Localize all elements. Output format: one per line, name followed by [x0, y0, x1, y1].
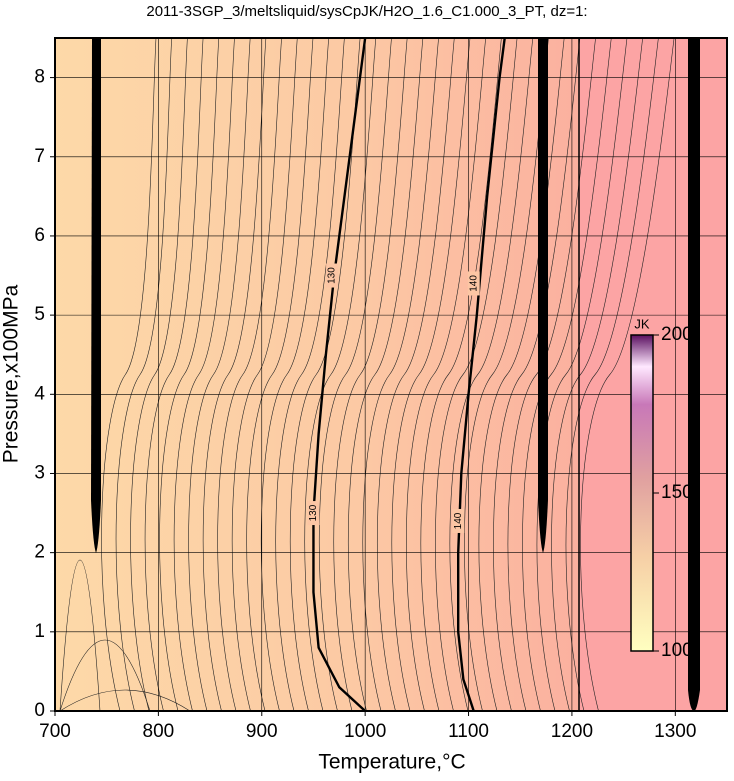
thin-contour: [115, 37, 172, 712]
x-tick-label: 700: [39, 721, 71, 742]
thin-contour: [565, 37, 659, 712]
thin-contour: [231, 37, 298, 712]
thin-contour: [59, 689, 191, 712]
contour-label: 140: [468, 275, 479, 292]
thin-contour: [376, 37, 455, 712]
spike: [688, 38, 700, 711]
colorbar-tick-label: 200: [661, 324, 693, 345]
contour-line: [312, 37, 367, 712]
thin-contour: [275, 37, 345, 712]
thin-contour: [333, 37, 408, 712]
y-tick-label: 5: [34, 304, 45, 325]
y-tick-label: 1: [34, 621, 45, 642]
y-tick-label: 6: [34, 225, 45, 246]
x-tick-label: 1000: [344, 721, 386, 742]
thin-contours: [59, 37, 675, 712]
thin-contour: [551, 37, 643, 712]
colorbar-tick-label: 100: [661, 640, 693, 661]
plot-frame: [54, 37, 728, 712]
chart-title: 2011-3SGP_3/meltsliquid/sysCpJK/H2O_1.6_…: [146, 3, 587, 20]
contour-label-bg: [326, 263, 339, 288]
thin-contour: [435, 37, 518, 712]
contour-line: [457, 37, 506, 712]
thin-contour: [188, 37, 251, 712]
thin-contour: [304, 37, 377, 712]
y-tick-label: 2: [34, 542, 45, 563]
contour-label-bg: [307, 501, 320, 526]
thin-contour: [217, 37, 282, 712]
y-tick-label: 4: [34, 383, 45, 404]
colorbar: [630, 334, 654, 652]
spike: [538, 38, 548, 553]
spike: [91, 38, 101, 553]
contour-label: 130: [327, 267, 338, 284]
contour-label-bg: [452, 508, 465, 533]
thin-contour: [144, 37, 204, 712]
x-tick-label: 800: [143, 721, 175, 742]
thin-contour: [478, 37, 565, 712]
thin-contour: [59, 639, 151, 712]
thin-contour: [580, 37, 675, 712]
x-tick-label: 900: [246, 721, 278, 742]
y-tick-label: 3: [34, 462, 45, 483]
thin-contour: [420, 37, 502, 712]
thin-contour: [493, 37, 581, 712]
thin-contour: [246, 37, 314, 712]
x-tick-label: 1100: [448, 721, 489, 742]
thin-contour: [130, 37, 188, 712]
x-tick-label: 1200: [551, 721, 593, 742]
thin-contour: [202, 37, 267, 712]
thin-contour: [362, 37, 439, 712]
y-axis-label: Pressure,x100MPa: [0, 284, 23, 463]
x-axis-label: Temperature,°C: [318, 751, 465, 774]
thin-contour: [536, 37, 628, 712]
contour-label: 130: [308, 504, 319, 521]
colorbar-label: JK: [634, 316, 650, 331]
thin-contour: [347, 37, 424, 712]
thin-contour: [391, 37, 471, 712]
contour-label: 140: [453, 512, 464, 529]
y-tick-label: 7: [34, 146, 45, 167]
thin-contour: [507, 37, 596, 712]
thin-contour: [173, 37, 235, 712]
y-tick-label: 0: [34, 700, 45, 721]
contours: 130 130 140 140: [307, 37, 506, 712]
contour-label-bg: [467, 271, 480, 296]
colorbar-tick-label: 150: [661, 482, 693, 503]
thin-contour: [406, 37, 486, 712]
thin-contour: [101, 37, 157, 712]
thin-contour: [449, 37, 534, 712]
y-tick-label: 8: [34, 67, 45, 88]
thin-contour: [522, 37, 612, 712]
thin-contour: [159, 37, 220, 712]
x-tick-label: 1300: [654, 721, 696, 742]
thin-contour: [318, 37, 392, 712]
thin-contour: [260, 37, 329, 712]
